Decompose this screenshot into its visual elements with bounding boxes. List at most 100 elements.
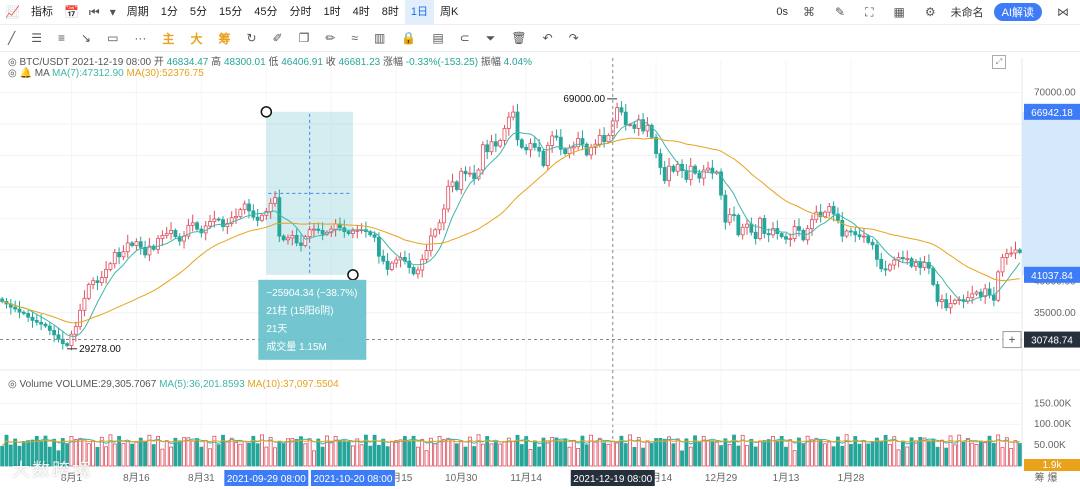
volume-bar (325, 435, 329, 467)
note-icon[interactable]: ▤ (432, 31, 444, 45)
volume-bar (108, 434, 113, 467)
edit-icon[interactable]: ✎ (835, 5, 846, 19)
candle-body (870, 241, 875, 246)
low-value: 46406.91 (281, 57, 323, 68)
candle-body (485, 144, 490, 153)
lock-icon[interactable]: 🔒 (401, 31, 417, 45)
expand-icon[interactable]: ⤢ (992, 55, 1006, 69)
volume-bar (905, 446, 910, 467)
volume-bar (714, 441, 719, 467)
volume-bar (199, 446, 204, 467)
magnet-icon[interactable]: ⊂ (459, 31, 470, 45)
candle-body (290, 235, 295, 239)
volume-bar (78, 437, 83, 467)
chart-icon[interactable]: 📈 (5, 5, 20, 19)
candle-body (654, 136, 658, 155)
candle-body (719, 171, 723, 196)
candle-style-icon[interactable]: ▾ (109, 5, 116, 19)
volume-bar (268, 437, 273, 467)
trendline-icon[interactable]: ╱ (8, 31, 16, 45)
period-1m[interactable]: 1分 (160, 6, 178, 18)
volume-bar (779, 436, 784, 467)
cycle-icon[interactable]: ↻ (246, 31, 257, 45)
volume-bar (745, 445, 749, 467)
candle-body (121, 251, 126, 258)
candle-body (636, 119, 641, 129)
tool-main[interactable]: 主 (162, 31, 175, 46)
grid-icon[interactable]: ▦ (893, 5, 905, 19)
brush-icon[interactable]: ≈ (351, 31, 359, 45)
volume-bar (506, 437, 511, 467)
high-value: 48300.01 (223, 57, 266, 68)
volume-bar (900, 440, 905, 467)
eye-icon[interactable]: ◎ (8, 68, 17, 79)
candle-body (208, 221, 212, 227)
share-icon[interactable]: ⋈ (1057, 5, 1069, 19)
time-tick-label: 8月31 (188, 472, 215, 484)
candle-body (160, 235, 165, 239)
candle-body (818, 211, 823, 217)
period-1w[interactable]: 周K (440, 6, 459, 18)
copy-icon[interactable]: ❐ (298, 31, 310, 45)
rectangle-icon[interactable]: ▭ (107, 31, 119, 45)
candle-body (212, 218, 217, 222)
volume-bar (467, 436, 472, 467)
calendar-icon[interactable]: 📅 (63, 5, 79, 19)
volume-bar (364, 434, 368, 467)
ai-analyze-button[interactable]: AI解读 (993, 3, 1042, 21)
period-4h[interactable]: 4时 (352, 6, 370, 18)
period-1h[interactable]: 1时 (323, 6, 341, 18)
candle-body (480, 144, 485, 171)
hline-icon[interactable]: ☰ (31, 31, 42, 45)
settings-icon[interactable]: ⚙ (924, 5, 936, 19)
candle-body (1009, 252, 1014, 255)
candle-body (173, 229, 178, 238)
volume-bar (177, 440, 182, 467)
eye-icon[interactable]: ◎ (8, 57, 17, 68)
parallel-icon[interactable]: ≡ (58, 31, 66, 45)
fullscreen-icon[interactable]: ⛶ (865, 4, 874, 19)
volume-current-label: 1.9k (1043, 460, 1063, 471)
ruler-icon[interactable]: ✐ (272, 31, 283, 45)
candle-body (541, 150, 546, 166)
vol-ma5-value: MA(5):36,201.8593 (159, 379, 245, 390)
time-tick-label: 8月16 (123, 472, 150, 484)
pattern-icon[interactable]: ▥ (374, 31, 386, 45)
tool-big[interactable]: 大 (190, 31, 203, 46)
volume-bar (355, 438, 360, 467)
volume-bar (970, 442, 975, 467)
indicators-button[interactable]: 指标 (30, 6, 53, 18)
volume-bar (563, 438, 568, 467)
undo-icon[interactable]: ↶ (542, 31, 553, 45)
pencil-icon[interactable]: ✏ (325, 31, 336, 45)
period-45m[interactable]: 45分 (254, 6, 278, 18)
filter-icon[interactable]: ⏷ (485, 30, 496, 45)
candle-body (351, 230, 355, 234)
redo-icon[interactable]: ↷ (568, 31, 579, 45)
candle-body (372, 234, 377, 238)
arrow-icon[interactable]: ↘ (81, 31, 92, 45)
trash-icon[interactable]: 🗑 (511, 31, 527, 45)
bell-icon[interactable]: 🔔 (19, 68, 32, 79)
candle-body (493, 141, 498, 147)
volume-bar (242, 440, 247, 467)
period-8h[interactable]: 8时 (381, 6, 399, 18)
tool-chips[interactable]: 筹 (218, 31, 231, 46)
volume-bar (151, 444, 156, 467)
camera-icon[interactable]: ⌘ (803, 5, 816, 19)
layout-name[interactable]: 未命名 (950, 7, 984, 19)
period-menu[interactable]: 周期 (126, 6, 149, 18)
replay-icon[interactable]: ⏮ (88, 4, 100, 19)
period-15m[interactable]: 15分 (219, 6, 243, 18)
period-5m[interactable]: 5分 (189, 6, 207, 18)
volume-bar (913, 440, 918, 467)
candle-body (671, 165, 676, 172)
volume-bar (420, 439, 425, 467)
period-timeline[interactable]: 分时 (289, 6, 312, 18)
eye-icon[interactable]: ◎ (8, 379, 17, 390)
period-1d[interactable]: 1日 (404, 0, 434, 24)
candle-body (299, 242, 303, 246)
more-icon[interactable]: ··· (134, 31, 147, 45)
volume-bar (532, 440, 537, 467)
